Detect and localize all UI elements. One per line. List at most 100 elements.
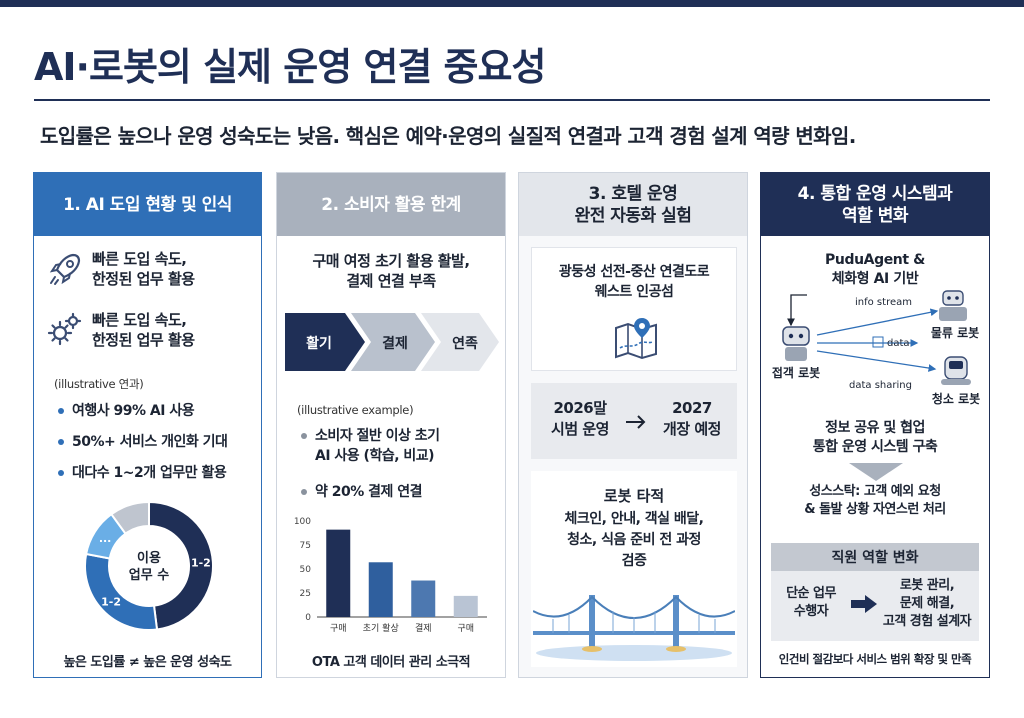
illustrative-note: (illustrative 연과) (54, 377, 144, 391)
funnel-bar-chart: 100 75 50 25 0 구매 초기 활상 결제 구매 (294, 517, 487, 634)
info-stream-line (816, 308, 939, 336)
x-tick-label: 구매 (330, 623, 347, 634)
role-change-header: 직원 역할 변화 (771, 543, 979, 571)
panel-header: 2. 소비자 활용 한계 (277, 173, 505, 236)
bullet-item: 여행사 99% AI 사용 (58, 400, 195, 420)
panel-integrated-ops: 4. 통합 운영 시스템과 역할 변화 PuduAgent & 체화형 AI 기… (760, 172, 990, 678)
bullet-dot (58, 439, 64, 445)
right-arrow-icon (626, 415, 646, 429)
scope-title: 로봇 타적 (603, 487, 665, 505)
panel-ai-adoption: 1. AI 도입 현황 및 인식 빠른 도입 속도, 한정된 업무 활용 (33, 172, 262, 678)
down-chevron-icon (849, 463, 903, 481)
timeline-card: 2026말 시범 운영 2027 개장 예정 (531, 383, 737, 459)
platform-link-line (787, 294, 807, 327)
role-from: 단순 업무 수행자 (786, 586, 836, 619)
bullet-dot (58, 470, 64, 476)
bar (411, 580, 436, 617)
x-tick-label: 구매 (457, 623, 474, 634)
platform-label: PuduAgent & 체화형 AI 기반 (825, 252, 925, 287)
timeline-end: 2027 개장 예정 (663, 399, 721, 438)
panel-header: 3. 호텔 운영 완전 자동화 실험 (519, 173, 747, 236)
scope-body: 체크인, 안내, 객실 배달, 청소, 식음 준비 전 과정 검증 (564, 511, 705, 569)
panel-header: 4. 통합 운영 시스템과 역할 변화 (761, 173, 989, 236)
panel-footer: 인건비 절감보다 서비스 범위 확장 및 만족 (778, 652, 972, 666)
bar (326, 529, 351, 617)
timeline-start: 2026말 시범 운영 (551, 399, 609, 438)
scope-card: 로봇 타적 체크인, 안내, 객실 배달, 청소, 식음 준비 전 과정 검증 (531, 471, 737, 667)
reception-robot-icon (782, 326, 810, 361)
right-arrow-icon (851, 595, 877, 613)
y-tick-label: 75 (300, 541, 311, 551)
panel-consumer-limits: 2. 소비자 활용 한계 구매 여정 초기 활용 활발, 결제 연결 부족 활기… (276, 172, 506, 678)
donut-slice-label: ... (99, 532, 112, 545)
y-tick-label: 25 (300, 589, 311, 599)
x-tick-label: 결제 (415, 623, 432, 634)
bullet-item: 50%+ 서비스 개인화 기대 (58, 431, 228, 451)
role-change-box: 단순 업무 수행자 로봇 관리, 문제 해결, 고객 경험 설계자 (771, 571, 979, 641)
bar (368, 562, 393, 617)
donut-slice-label: 1-2 (191, 557, 211, 570)
bullet-item: 소비자 절반 이상 초기 AI 사용 (학습, 비교) (301, 426, 440, 466)
top-accent-bar (0, 0, 1024, 7)
bar (453, 595, 478, 617)
map-pin-icon (615, 318, 657, 360)
donut-center-label-line2: 업무 수 (129, 568, 169, 583)
stage-label: 활기 (306, 335, 332, 352)
stage-label: 결제 (382, 335, 408, 352)
bullet-text: 소비자 절반 이상 초기 AI 사용 (학습, 비교) (315, 428, 440, 464)
panel-header: 1. AI 도입 현황 및 인식 (34, 173, 261, 236)
feature-row: 빠른 도입 속도, 한정된 업무 활용 (46, 310, 256, 350)
purchase-journey-flow: 활기 결제 연족 (285, 313, 499, 371)
data-packet-icon (872, 336, 884, 348)
illustrative-note: (illustrative example) (297, 403, 414, 417)
data-sharing-line (816, 350, 937, 372)
site-card: 광둥성 선전-중산 연결도로 웨스트 인공섬 (531, 247, 737, 371)
y-tick-label: 50 (300, 565, 312, 575)
page-title: AI·로봇의 실제 운영 연결 중요성 (34, 45, 546, 89)
bullet-item: 대다수 1~2개 업무만 활용 (58, 462, 227, 482)
x-tick-label: 초기 활상 (363, 622, 399, 634)
gears-icon (46, 311, 84, 349)
bullet-item: 약 20% 결제 연결 (301, 481, 423, 501)
site-text: 광둥성 선전-중산 연결도로 웨스트 인공섬 (558, 264, 710, 300)
y-tick-label: 0 (305, 613, 311, 623)
bullet-text: 여행사 99% AI 사용 (72, 403, 195, 419)
donut-slice-label: 1-2 (101, 596, 121, 609)
page-subtitle: 도입률은 높으나 운영 성숙도는 낮음. 핵심은 예약·운영의 실질적 연결과 … (40, 124, 856, 148)
outcome-text: 성스스탁: 고객 예외 요청 & 돌발 상황 자연스런 처리 (804, 484, 946, 517)
bullet-text: 50%+ 서비스 개인화 기대 (72, 434, 228, 450)
data-sharing-label: data sharing (849, 380, 912, 391)
bullet-dot (301, 489, 307, 495)
panel-footer: OTA 고객 데이터 관리 소극적 (311, 655, 471, 670)
feature-text: 빠른 도입 속도, 한정된 업무 활용 (92, 250, 195, 288)
role-to: 로봇 관리, 문제 해결, 고객 경험 설계자 (882, 578, 972, 629)
panel-footer: 높은 도입률 ≠ 높은 운영 성숙도 (63, 655, 232, 670)
panel-hotel-automation: 3. 호텔 운영 완전 자동화 실험 광둥성 선전-중산 연결도로 웨스트 인공… (518, 172, 748, 678)
reception-robot-label: 접객 로봇 (772, 366, 820, 380)
system-text: 정보 공유 및 협업 통합 운영 시스템 구축 (812, 420, 938, 455)
bridge-illustration (533, 595, 735, 661)
stage-payment (351, 313, 435, 371)
robot-network-diagram: info stream data data sharing 접객 로봇 물류 로… (772, 290, 980, 406)
cleaning-robot-label: 청소 로봇 (932, 391, 980, 406)
feature-row: 빠른 도입 속도, 한정된 업무 활용 (46, 249, 256, 289)
cleaning-robot-icon (941, 356, 971, 385)
bullet-dot (301, 433, 307, 439)
donut-center-label-line1: 이용 (137, 550, 161, 566)
data-label: data (887, 338, 910, 349)
rocket-icon (46, 250, 84, 288)
logistics-robot-icon (939, 290, 967, 321)
stage-activation (285, 313, 365, 371)
bullet-text: 약 20% 결제 연결 (315, 484, 423, 500)
stage-label: 연족 (452, 336, 478, 352)
logistics-robot-label: 물류 로봇 (931, 326, 979, 340)
feature-text: 빠른 도입 속도, 한정된 업무 활용 (92, 311, 195, 349)
donut-slice (148, 500, 214, 631)
title-divider (34, 99, 990, 101)
bullet-text: 대다수 1~2개 업무만 활용 (72, 465, 227, 481)
bullet-dot (58, 408, 64, 414)
info-stream-label: info stream (855, 297, 912, 308)
y-tick-label: 100 (294, 517, 311, 527)
panel-lead-text: 구매 여정 초기 활용 활발, 결제 연결 부족 (312, 252, 470, 290)
donut-slice (109, 500, 150, 536)
